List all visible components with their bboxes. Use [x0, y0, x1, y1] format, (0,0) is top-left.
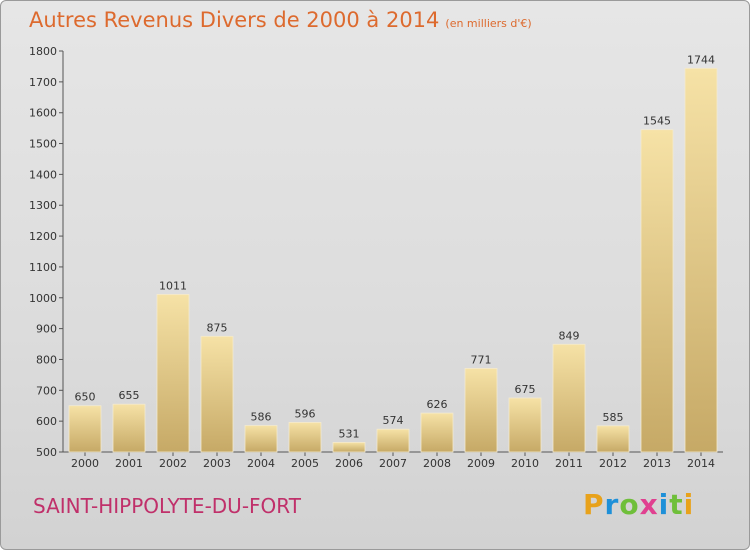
x-tick-label: 2004 — [247, 457, 275, 470]
data-label: 574 — [383, 414, 404, 427]
x-tick-label: 2011 — [555, 457, 583, 470]
data-label: 626 — [427, 398, 448, 411]
y-tick-label: 700 — [36, 384, 57, 397]
y-tick-label: 500 — [36, 446, 57, 459]
chart-title-text: Autres Revenus Divers de 2000 à 2014 — [29, 8, 440, 32]
y-tick-label: 1400 — [29, 168, 57, 181]
x-tick-label: 2006 — [335, 457, 363, 470]
bar — [68, 405, 102, 453]
x-tick-label: 2008 — [423, 457, 451, 470]
place-name: SAINT-HIPPOLYTE-DU-FORT — [33, 494, 301, 518]
data-label: 585 — [603, 411, 624, 424]
chart-unit-label: (en milliers d'€) — [445, 17, 532, 30]
data-label: 875 — [207, 321, 228, 334]
data-label: 849 — [559, 329, 580, 342]
bar — [156, 293, 190, 453]
bar — [640, 129, 674, 453]
x-tick-label: 2007 — [379, 457, 407, 470]
x-tick-label: 2014 — [687, 457, 715, 470]
y-tick-label: 1600 — [29, 107, 57, 120]
y-tick-label: 600 — [36, 415, 57, 428]
x-tick-label: 2000 — [71, 457, 99, 470]
logo-letter: t — [669, 488, 684, 521]
x-tick-label: 2001 — [115, 457, 143, 470]
x-tick-label: 2005 — [291, 457, 319, 470]
x-tick-label: 2010 — [511, 457, 539, 470]
x-tick-label: 2013 — [643, 457, 671, 470]
proxiti-logo: Proxiti — [583, 488, 694, 521]
y-tick-label: 1000 — [29, 292, 57, 305]
x-tick-label: 2003 — [203, 457, 231, 470]
bar — [596, 425, 630, 453]
y-tick-label: 1800 — [29, 45, 57, 58]
data-label: 771 — [471, 353, 492, 366]
y-tick-label: 1200 — [29, 230, 57, 243]
bar — [244, 425, 278, 453]
bar — [508, 397, 542, 453]
logo-letter: o — [619, 488, 640, 521]
bar — [332, 441, 366, 453]
logo-letter: i — [683, 488, 695, 521]
data-label: 596 — [295, 407, 316, 420]
logo-letter: x — [639, 488, 659, 521]
bar — [552, 343, 586, 453]
x-tick-label: 2009 — [467, 457, 495, 470]
bar — [288, 421, 322, 453]
data-label: 1011 — [159, 279, 187, 292]
data-label: 531 — [339, 427, 360, 440]
y-tick-label: 1500 — [29, 138, 57, 151]
bar — [376, 428, 410, 453]
logo-letter: r — [604, 488, 620, 521]
bar — [684, 67, 718, 453]
data-label: 1744 — [687, 53, 715, 66]
y-tick-label: 800 — [36, 353, 57, 366]
x-tick-label: 2002 — [159, 457, 187, 470]
data-label: 655 — [119, 389, 140, 402]
data-label: 650 — [75, 391, 96, 404]
data-label: 586 — [251, 411, 272, 424]
bar — [464, 367, 498, 453]
bar — [420, 412, 454, 453]
x-tick-label: 2012 — [599, 457, 627, 470]
logo-letter: P — [583, 488, 605, 521]
y-tick-label: 900 — [36, 323, 57, 336]
bar — [112, 403, 146, 453]
data-label: 675 — [515, 383, 536, 396]
logo-letter: i — [658, 488, 670, 521]
y-tick-label: 1100 — [29, 261, 57, 274]
data-label: 1545 — [643, 115, 671, 128]
y-tick-label: 1700 — [29, 76, 57, 89]
chart-title: Autres Revenus Divers de 2000 à 2014 (en … — [29, 8, 532, 32]
bar — [200, 335, 234, 453]
y-tick-label: 1300 — [29, 199, 57, 212]
